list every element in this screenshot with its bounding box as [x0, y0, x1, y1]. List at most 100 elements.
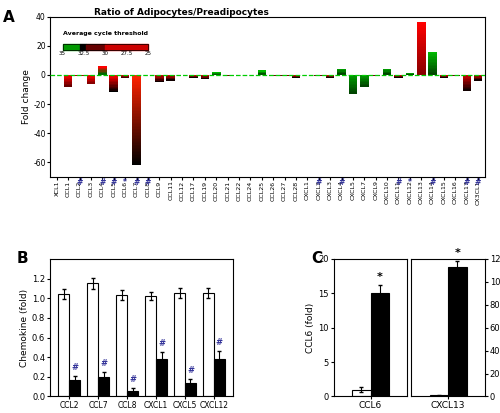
Bar [394, 76, 402, 77]
Bar [132, 75, 141, 76]
Bar [348, 82, 357, 83]
Bar [417, 65, 426, 66]
Text: #: # [134, 178, 140, 188]
Bar [132, 142, 141, 143]
Bar [474, 76, 482, 78]
Bar [348, 78, 357, 79]
Bar [64, 76, 72, 78]
Bar [132, 97, 141, 98]
Bar [132, 164, 141, 165]
Bar [417, 44, 426, 46]
Text: #: # [158, 339, 165, 348]
Bar [417, 46, 426, 47]
Bar [417, 69, 426, 71]
Text: #: # [144, 178, 151, 188]
Text: #: # [100, 359, 107, 368]
Bar [132, 140, 141, 142]
Bar [417, 43, 426, 44]
Bar [417, 66, 426, 68]
Bar [360, 76, 368, 78]
Bar [292, 75, 300, 76]
Bar [428, 59, 437, 60]
Bar [417, 71, 426, 72]
Bar [417, 36, 426, 37]
Bar [132, 155, 141, 157]
Bar [394, 75, 402, 76]
Bar [462, 85, 471, 87]
Bar [132, 82, 141, 83]
Bar [132, 109, 141, 110]
Bar [127, 391, 138, 396]
Text: *: * [454, 248, 460, 259]
Bar [348, 75, 357, 76]
Bar [360, 85, 368, 87]
Bar [417, 74, 426, 75]
Bar [462, 75, 471, 76]
Bar [132, 91, 141, 93]
Text: #: # [430, 178, 436, 188]
Bar [132, 132, 141, 133]
Bar [132, 85, 141, 87]
Bar [428, 72, 437, 74]
Bar [132, 112, 141, 113]
Bar [326, 75, 334, 76]
Bar [189, 77, 198, 78]
Text: 32.5: 32.5 [78, 51, 90, 56]
Bar [132, 161, 141, 162]
Bar [224, 75, 232, 76]
Bar [417, 28, 426, 30]
Bar [64, 81, 72, 82]
Bar [86, 76, 96, 78]
Bar [98, 68, 106, 69]
Bar [383, 72, 392, 74]
Bar [348, 85, 357, 87]
Bar [370, 293, 389, 396]
Bar [428, 63, 437, 65]
Bar [474, 78, 482, 79]
Bar [417, 49, 426, 50]
Bar [417, 59, 426, 60]
Bar [348, 91, 357, 93]
Bar [417, 56, 426, 57]
Bar [360, 81, 368, 82]
Bar [87, 283, 98, 396]
Bar [360, 82, 368, 83]
Bar [132, 83, 141, 85]
Bar [417, 40, 426, 41]
Bar [132, 119, 141, 120]
Bar [98, 71, 106, 72]
Bar [132, 90, 141, 91]
Bar [474, 79, 482, 81]
Bar [428, 74, 437, 75]
Bar [417, 41, 426, 43]
Bar [132, 113, 141, 114]
Bar [132, 152, 141, 154]
Bar [189, 75, 198, 76]
Bar [394, 77, 402, 78]
Bar [132, 148, 141, 149]
Bar [417, 27, 426, 28]
Bar [121, 75, 130, 76]
Bar [132, 126, 141, 127]
Bar [86, 44, 105, 50]
Bar [98, 69, 106, 71]
Bar [110, 82, 118, 83]
Text: 35: 35 [59, 51, 66, 56]
Bar [121, 77, 130, 78]
Bar [132, 114, 141, 116]
Bar [203, 293, 214, 396]
Bar [200, 75, 209, 76]
Bar [145, 296, 156, 396]
Bar [440, 76, 448, 77]
Bar [292, 77, 300, 78]
Bar [166, 79, 175, 81]
Bar [98, 66, 106, 68]
Bar [132, 133, 141, 135]
Bar [440, 75, 448, 76]
Bar [132, 110, 141, 112]
Bar [86, 75, 96, 76]
Bar [132, 117, 141, 119]
Bar [360, 79, 368, 81]
Bar [132, 146, 141, 148]
Bar [326, 76, 334, 77]
